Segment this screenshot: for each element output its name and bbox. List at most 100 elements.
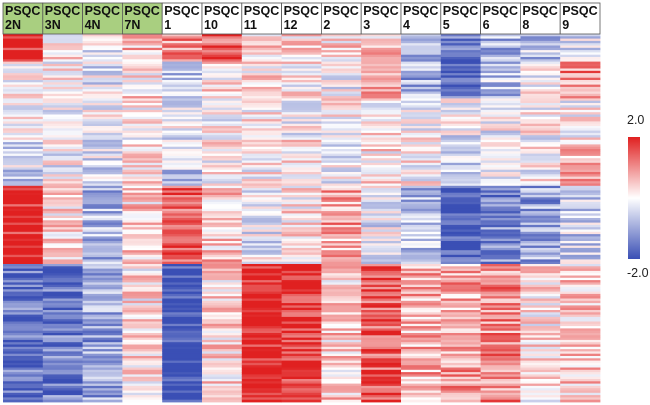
heatmap-cell: [480, 252, 521, 256]
heatmap-cell: [520, 222, 561, 226]
heatmap-cell: [480, 220, 521, 223]
heatmap-cell: [42, 362, 83, 366]
heatmap-cell: [560, 195, 601, 198]
heatmap-cell: [82, 215, 123, 219]
heatmap-cell: [401, 397, 442, 401]
heatmap-cell: [42, 257, 83, 260]
heatmap-cell: [560, 128, 601, 131]
heatmap-cell: [241, 335, 282, 338]
heatmap-cell: [162, 291, 203, 295]
heatmap-cell: [42, 323, 83, 327]
heatmap-cell: [241, 43, 282, 46]
heatmap-cell: [162, 321, 203, 325]
heatmap-cell: [281, 40, 322, 44]
heatmap-cell: [281, 84, 322, 88]
heatmap-cell: [361, 86, 402, 90]
heatmap-cell: [42, 367, 83, 371]
heatmap-cell: [82, 328, 123, 332]
heatmap-cell: [241, 34, 282, 37]
heatmap-cell: [162, 151, 203, 154]
heatmap-cell: [480, 142, 521, 145]
heatmap-cell: [520, 300, 561, 304]
heatmap-cell: [520, 192, 561, 196]
heatmap-cell: [480, 165, 521, 168]
column-header-line1: PSQC: [284, 4, 319, 18]
heatmap-cell: [321, 339, 362, 343]
column-header-box: [281, 2, 322, 35]
heatmap-cell: [162, 305, 203, 309]
heatmap-cell: [3, 353, 44, 357]
heatmap-cell: [440, 367, 481, 371]
heatmap-cell: [440, 360, 481, 364]
heatmap-cell: [241, 289, 282, 292]
heatmap-cell: [440, 259, 481, 263]
heatmap-cell: [162, 126, 203, 129]
heatmap-cell: [361, 40, 402, 44]
heatmap-cell: [241, 188, 282, 191]
heatmap-cell: [3, 181, 44, 184]
heatmap-cell: [122, 335, 163, 338]
heatmap-cell: [122, 126, 163, 129]
heatmap-cell: [401, 224, 442, 228]
heatmap-cell: [82, 236, 123, 240]
heatmap-cell: [480, 245, 521, 249]
heatmap-cell: [361, 178, 402, 182]
heatmap-cell: [42, 374, 83, 378]
heatmap-cell: [281, 222, 322, 226]
heatmap-cell: [520, 243, 561, 246]
heatmap-cell: [520, 234, 561, 237]
heatmap-cell: [480, 351, 521, 355]
heatmap-cell: [361, 137, 402, 141]
heatmap-cell: [440, 319, 481, 322]
heatmap-cell: [241, 395, 282, 398]
heatmap-cell: [82, 220, 123, 223]
heatmap-cell: [281, 365, 322, 368]
heatmap-cell: [42, 351, 83, 355]
heatmap-cell: [401, 211, 442, 214]
heatmap-cell: [321, 397, 362, 401]
heatmap-cell: [401, 220, 442, 223]
column-header-box: [201, 2, 243, 35]
heatmap-cell: [122, 201, 163, 205]
heatmap-cell: [480, 392, 521, 396]
heatmap-cell: [560, 213, 601, 217]
heatmap-cell: [361, 96, 402, 99]
heatmap-cell: [122, 367, 163, 371]
heatmap-cell: [401, 105, 442, 108]
heatmap-cell: [520, 176, 561, 180]
heatmap-cell: [440, 204, 481, 207]
heatmap-cell: [82, 351, 123, 355]
heatmap-cell: [560, 385, 601, 389]
heatmap-cell: [122, 266, 163, 269]
heatmap-cell: [3, 268, 44, 272]
heatmap-cell: [401, 238, 442, 242]
heatmap-cell: [122, 93, 163, 97]
heatmap-cell: [401, 68, 442, 72]
heatmap-cell: [321, 116, 362, 120]
heatmap-cell: [281, 149, 322, 152]
heatmap-cell: [3, 34, 44, 37]
heatmap-cell: [42, 321, 83, 325]
heatmap-cell: [42, 38, 83, 42]
heatmap-cell: [401, 284, 442, 288]
heatmap-cell: [361, 236, 402, 240]
heatmap-cell: [281, 362, 322, 366]
heatmap-cell: [281, 268, 322, 272]
heatmap-cell: [560, 40, 601, 44]
heatmap-cell: [480, 98, 521, 102]
heatmap-cell: [82, 93, 123, 97]
heatmap-cell: [560, 158, 601, 161]
heatmap-cell: [122, 149, 163, 152]
heatmap-cell: [162, 261, 203, 265]
heatmap-cell: [202, 165, 243, 168]
heatmap-cell: [281, 89, 322, 92]
heatmap-cell: [122, 89, 163, 92]
heatmap-cell: [361, 280, 402, 283]
heatmap-cell: [321, 358, 362, 361]
heatmap-cell: [42, 77, 83, 81]
heatmap-cell: [480, 369, 521, 373]
heatmap-cell: [202, 236, 243, 240]
heatmap-cell: [560, 284, 601, 288]
